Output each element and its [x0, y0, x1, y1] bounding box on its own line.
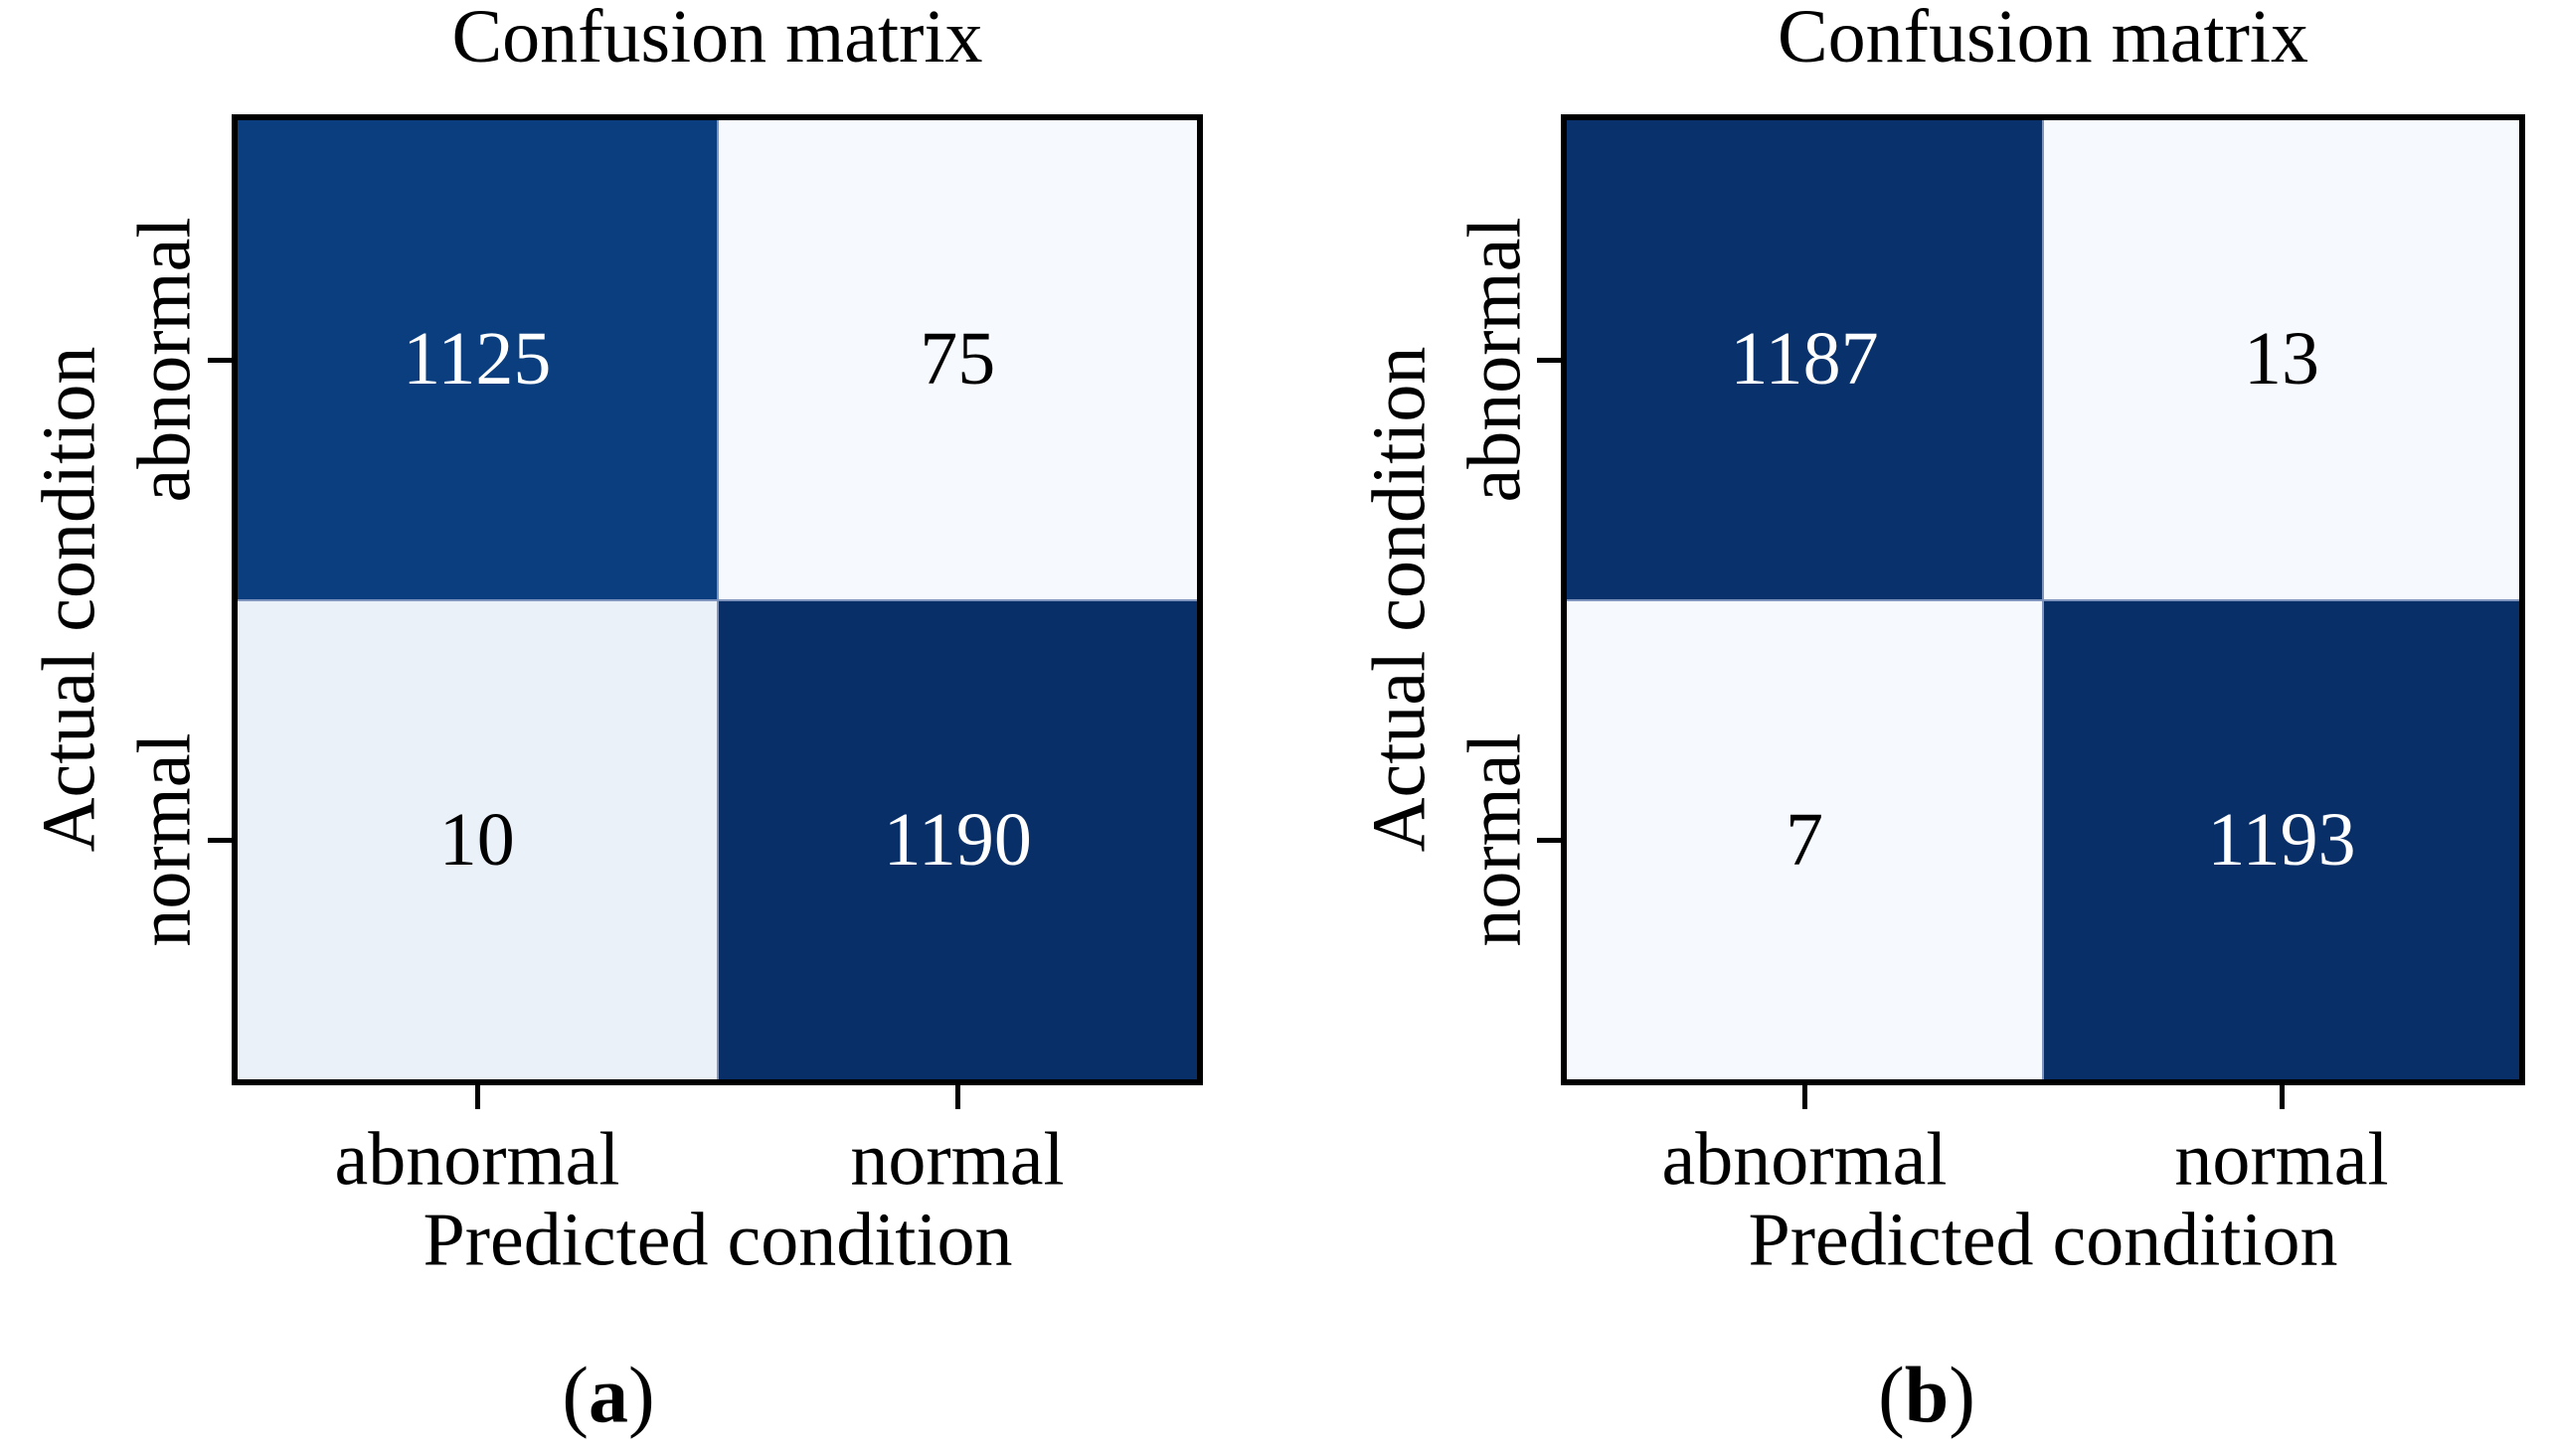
- panel-b-caption-letter: b: [1904, 1352, 1950, 1440]
- panel-a-x-tick-mark: [955, 1085, 960, 1109]
- panel-b-x-tick-mark: [2280, 1085, 2285, 1109]
- panel-b-y-tick-mark: [1537, 838, 1561, 843]
- panel-a-caption: (a): [562, 1352, 654, 1442]
- panel-a-y-tick-mark: [208, 358, 232, 363]
- panel-a-x-tick-mark: [475, 1085, 480, 1109]
- panel-b-caption: (b): [1878, 1352, 1975, 1442]
- panel-a-chart-title: Confusion matrix: [451, 0, 983, 79]
- panel-b-y-axis-label: Actual condition: [1357, 346, 1442, 853]
- panel-a-confusion-matrix: 1125 75 10 1190: [232, 114, 1203, 1085]
- panel-a-y-tick-label-abnormal: abnormal: [122, 217, 207, 503]
- panel-b-cell-actual-abnormal-pred-abnormal: 1187: [1567, 120, 2042, 599]
- panel-b-chart-title: Confusion matrix: [1777, 0, 2309, 79]
- panel-a-y-tick-mark: [208, 838, 232, 843]
- panel-a-y-axis-label: Actual condition: [27, 346, 111, 853]
- panel-a-y-tick-label-normal: normal: [122, 732, 207, 947]
- panel-b-x-tick-mark: [1802, 1085, 1807, 1109]
- panel-a-caption-close-paren: ): [628, 1352, 655, 1440]
- panel-b-cell-actual-abnormal-pred-normal: 13: [2044, 120, 2519, 599]
- panel-a-caption-letter: a: [589, 1352, 628, 1440]
- panel-a-caption-open-paren: (: [562, 1352, 589, 1440]
- panel-a-x-tick-label-abnormal: abnormal: [334, 1117, 620, 1202]
- panel-b-y-tick-label-abnormal: abnormal: [1452, 217, 1537, 503]
- panel-b-confusion-matrix: 1187 13 7 1193: [1561, 114, 2525, 1085]
- panel-a-x-axis-label: Predicted condition: [423, 1198, 1013, 1282]
- panel-b-cell-actual-normal-pred-normal: 1193: [2044, 600, 2519, 1079]
- panel-b-caption-open-paren: (: [1878, 1352, 1905, 1440]
- panel-b-x-tick-label-abnormal: abnormal: [1661, 1117, 1948, 1202]
- panel-a-cell-actual-abnormal-pred-abnormal: 1125: [238, 120, 717, 599]
- panel-a-cell-actual-abnormal-pred-normal: 75: [718, 120, 1197, 599]
- panel-b-x-tick-label-normal: normal: [2174, 1117, 2389, 1202]
- panel-b-caption-close-paren: ): [1949, 1352, 1975, 1440]
- panel-a-cell-actual-normal-pred-normal: 1190: [718, 600, 1197, 1079]
- panel-b-x-axis-label: Predicted condition: [1748, 1198, 2338, 1282]
- panel-b-y-tick-mark: [1537, 358, 1561, 363]
- panel-a-cell-actual-normal-pred-abnormal: 10: [238, 600, 717, 1079]
- panel-b-y-tick-label-normal: normal: [1452, 732, 1537, 947]
- panel-a-x-tick-label-normal: normal: [850, 1117, 1065, 1202]
- panel-b-cell-actual-normal-pred-abnormal: 7: [1567, 600, 2042, 1079]
